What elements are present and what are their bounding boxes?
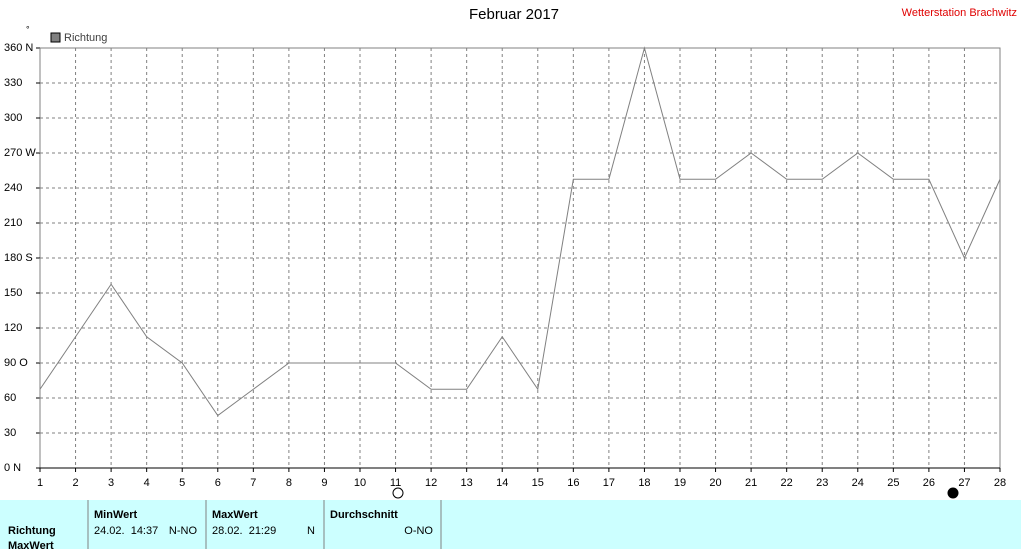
table-cell: 24.02. 14:37	[94, 525, 158, 537]
x-tick-label: 12	[425, 477, 437, 489]
x-tick-label: 25	[887, 477, 899, 489]
y-tick-label: 360 N	[4, 42, 33, 54]
x-tick-label: 21	[745, 477, 757, 489]
y-tick-label: 240	[4, 182, 22, 194]
full-moon-icon	[392, 487, 404, 499]
x-tick-label: 20	[709, 477, 721, 489]
row-label: MaxWert	[8, 540, 54, 549]
x-tick-label: 22	[781, 477, 793, 489]
y-tick-label: 300	[4, 112, 22, 124]
table-dividers	[87, 500, 442, 549]
data-line	[39, 46, 1001, 417]
y-tick-label: 210	[4, 217, 22, 229]
x-tick-label: 7	[250, 477, 256, 489]
y-tick-label: 120	[4, 322, 22, 334]
x-tick-label: 4	[144, 477, 150, 489]
table-header: MinWert	[94, 509, 138, 521]
x-tick-label: 11	[390, 477, 401, 489]
y-unit: °	[26, 24, 30, 34]
legend-swatch	[50, 32, 61, 43]
x-tick-label: 6	[215, 477, 221, 489]
new-moon-icon	[947, 487, 959, 499]
x-tick-label: 17	[603, 477, 615, 489]
chart-title: Februar 2017	[469, 6, 559, 23]
x-tick-label: 27	[958, 477, 970, 489]
legend-label: Richtung	[64, 32, 107, 44]
x-tick-label: 15	[532, 477, 544, 489]
table-bg	[0, 500, 1021, 549]
x-tick-label: 18	[638, 477, 650, 489]
table-cell: 28.02. 21:29	[212, 525, 276, 537]
y-tick-label: 330	[4, 77, 22, 89]
chart-subtitle: Wetterstation Brachwitz	[902, 7, 1017, 19]
x-tick-label: 14	[496, 477, 508, 489]
x-tick-label: 16	[567, 477, 579, 489]
x-tick-label: 19	[674, 477, 686, 489]
table-header: Durchschnitt	[330, 509, 398, 521]
x-tick-label: 23	[816, 477, 828, 489]
table-header: MaxWert	[212, 509, 258, 521]
x-tick-label: 9	[321, 477, 327, 489]
row-label: Richtung	[8, 525, 56, 537]
x-tick-label: 24	[852, 477, 864, 489]
x-tick-label: 3	[108, 477, 114, 489]
y-tick-label: 180 S	[4, 252, 33, 264]
x-tick-label: 13	[461, 477, 473, 489]
table-cell: N	[307, 525, 315, 537]
x-tick-label: 10	[354, 477, 366, 489]
table-cell: O-NO	[404, 525, 433, 537]
x-tick-label: 1	[37, 477, 43, 489]
x-tick-label: 5	[179, 477, 185, 489]
x-tick-label: 2	[72, 477, 78, 489]
y-tick-label: 0 N	[4, 462, 21, 474]
x-tick-label: 8	[286, 477, 292, 489]
table-cell: N-NO	[169, 525, 198, 537]
x-tick-label: 26	[923, 477, 935, 489]
x-tick-label: 28	[994, 477, 1006, 489]
y-tick-label: 270 W	[4, 147, 36, 159]
y-tick-label: 90 O	[4, 357, 28, 369]
y-tick-label: 60	[4, 392, 16, 404]
y-tick-label: 150	[4, 287, 22, 299]
y-tick-label: 30	[4, 427, 16, 439]
